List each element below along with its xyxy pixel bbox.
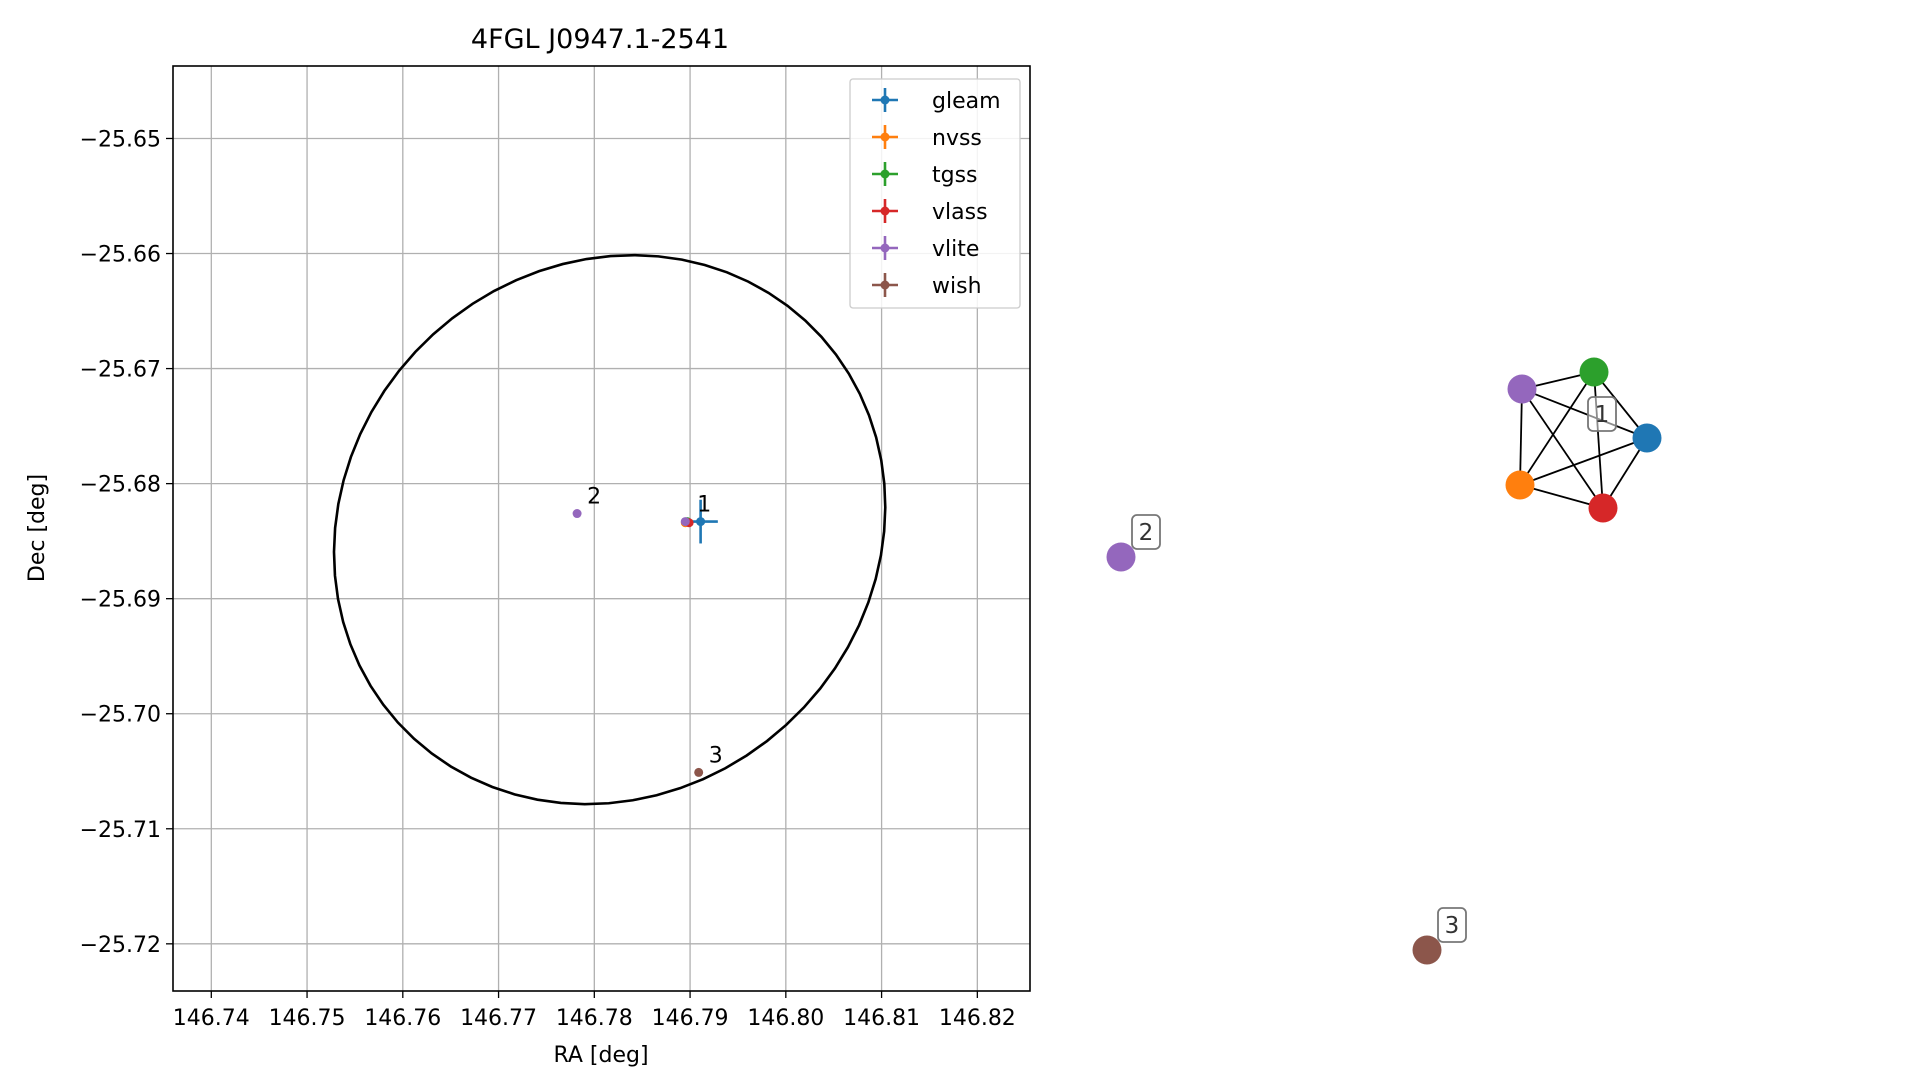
y-tick-label: −25.65 bbox=[80, 127, 161, 152]
network-node-nvss bbox=[1505, 470, 1535, 500]
x-tick-label: 146.79 bbox=[652, 1006, 729, 1031]
y-axis-label: Dec [deg] bbox=[25, 474, 50, 582]
point-annotation-1: 1 bbox=[697, 493, 711, 518]
legend-swatch-dot bbox=[880, 132, 890, 142]
legend-swatch-dot bbox=[880, 95, 890, 105]
legend-entry-vlass: vlass bbox=[872, 199, 988, 225]
error-ellipse bbox=[332, 253, 887, 806]
y-tick-label: −25.67 bbox=[80, 358, 161, 383]
legend-label: gleam bbox=[932, 89, 1001, 114]
network-node-tgss bbox=[1579, 357, 1609, 387]
legend-entries: gleam nvss tgss vlass vlite wish bbox=[872, 88, 1001, 299]
network-node-wish bbox=[1412, 935, 1442, 965]
data-point-vlite bbox=[572, 509, 582, 519]
x-tick-label: 146.80 bbox=[747, 1006, 824, 1031]
point-marker bbox=[680, 517, 690, 527]
legend-swatch-dot bbox=[880, 169, 890, 179]
y-tick-label: −25.69 bbox=[80, 588, 161, 613]
network-node-vlass bbox=[1588, 493, 1618, 523]
network-edge bbox=[1521, 388, 1648, 439]
network-node-vlite-2 bbox=[1106, 542, 1136, 572]
legend-entry-vlite: vlite bbox=[872, 236, 979, 262]
network-group-labels: 1 2 3 bbox=[1131, 396, 1617, 943]
x-tick-label: 146.77 bbox=[460, 1006, 537, 1031]
x-tick-label: 146.75 bbox=[269, 1006, 346, 1031]
network-edge bbox=[1519, 437, 1648, 486]
y-tick-label: −25.72 bbox=[80, 933, 161, 958]
y-tick-label: −25.71 bbox=[80, 818, 161, 843]
crossmatch-network-graph: 1 2 3 bbox=[1106, 357, 1662, 965]
network-edge bbox=[1593, 371, 1604, 509]
group-label-box bbox=[1131, 514, 1161, 550]
group-label-2: 2 bbox=[1131, 514, 1161, 550]
y-tick-label: −25.66 bbox=[80, 243, 161, 268]
group-label-3: 3 bbox=[1437, 907, 1467, 943]
legend-entry-gleam: gleam bbox=[872, 88, 1001, 114]
y-tick-label: −25.68 bbox=[80, 473, 161, 498]
data-points bbox=[572, 499, 718, 777]
plot-frame bbox=[172, 65, 1031, 992]
group-label-text: 2 bbox=[1139, 520, 1154, 546]
network-edge bbox=[1521, 388, 1604, 509]
group-label-text: 1 bbox=[1595, 402, 1610, 428]
legend-entry-wish: wish bbox=[872, 273, 982, 299]
x-tick-label: 146.76 bbox=[364, 1006, 441, 1031]
point-marker bbox=[696, 517, 706, 527]
point-annotation-3: 3 bbox=[709, 743, 723, 768]
legend-swatch-dot bbox=[880, 206, 890, 216]
data-point-vlite bbox=[680, 517, 690, 527]
legend-label: vlass bbox=[932, 200, 988, 225]
network-edge bbox=[1519, 388, 1523, 486]
group-label-box bbox=[1437, 907, 1467, 943]
x-tick-label: 146.74 bbox=[173, 1006, 250, 1031]
point-annotation-2: 2 bbox=[587, 485, 601, 510]
network-node-gleam bbox=[1632, 423, 1662, 453]
legend-label: tgss bbox=[932, 163, 978, 188]
x-axis-ticks: 146.74 146.75 146.76 146.77 146.78 146.79 146.… bbox=[173, 991, 1016, 1031]
legend: gleam nvss tgss vlass vlite wish bbox=[849, 78, 1021, 309]
x-axis-label: RA [deg] bbox=[553, 1043, 648, 1068]
network-nodes bbox=[1106, 357, 1662, 965]
legend-entry-nvss: nvss bbox=[872, 125, 982, 151]
data-point-wish bbox=[694, 767, 704, 777]
chart-title: 4FGL J0947.1-2541 bbox=[471, 24, 729, 55]
y-tick-label: −25.70 bbox=[80, 703, 161, 728]
error-ellipse-layer bbox=[332, 253, 887, 806]
sky-position-chart: 4FGL J0947.1-2541 1 2 3 146.74 146.75 146.76… bbox=[25, 24, 1031, 1068]
legend-entry-tgss: tgss bbox=[872, 162, 978, 188]
network-node-vlite-1 bbox=[1507, 374, 1537, 404]
point-marker bbox=[694, 767, 704, 777]
point-annotations: 1 2 3 bbox=[587, 485, 723, 769]
point-marker bbox=[572, 509, 582, 519]
legend-swatch-dot bbox=[880, 280, 890, 290]
group-label-text: 3 bbox=[1445, 913, 1460, 939]
x-tick-label: 146.81 bbox=[843, 1006, 920, 1031]
group-label-1: 1 bbox=[1587, 396, 1617, 432]
x-tick-label: 146.82 bbox=[939, 1006, 1016, 1031]
y-axis-ticks: −25.65 −25.66 −25.67 −25.68 −25.69 −25.70 −25.… bbox=[80, 127, 173, 958]
x-tick-label: 146.78 bbox=[556, 1006, 633, 1031]
network-edge bbox=[1519, 371, 1595, 486]
grid bbox=[173, 66, 1030, 991]
legend-label: wish bbox=[932, 274, 982, 299]
legend-swatch-dot bbox=[880, 243, 890, 253]
legend-label: vlite bbox=[932, 237, 979, 262]
legend-label: nvss bbox=[932, 126, 982, 151]
group-label-box bbox=[1587, 396, 1617, 432]
